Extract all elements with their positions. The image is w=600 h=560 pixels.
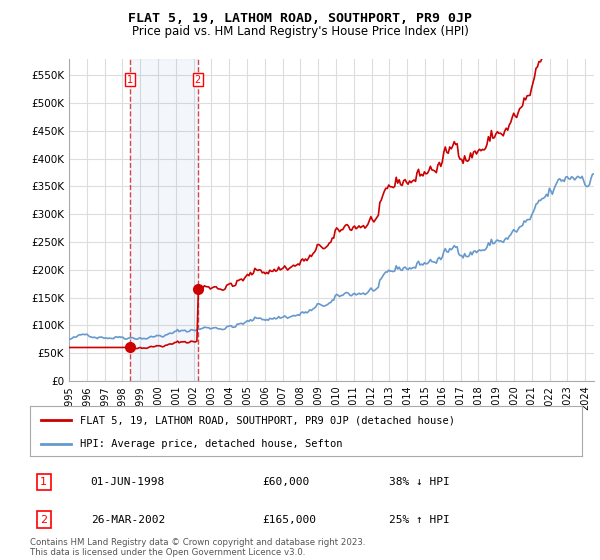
Text: FLAT 5, 19, LATHOM ROAD, SOUTHPORT, PR9 0JP: FLAT 5, 19, LATHOM ROAD, SOUTHPORT, PR9 … <box>128 12 472 25</box>
Text: £60,000: £60,000 <box>262 477 309 487</box>
Text: HPI: Average price, detached house, Sefton: HPI: Average price, detached house, Seft… <box>80 439 342 449</box>
Text: Price paid vs. HM Land Registry's House Price Index (HPI): Price paid vs. HM Land Registry's House … <box>131 25 469 38</box>
Text: 01-JUN-1998: 01-JUN-1998 <box>91 477 165 487</box>
Text: 1: 1 <box>40 477 47 487</box>
Text: 26-MAR-2002: 26-MAR-2002 <box>91 515 165 525</box>
Text: 2: 2 <box>40 515 47 525</box>
Text: 38% ↓ HPI: 38% ↓ HPI <box>389 477 449 487</box>
Text: Contains HM Land Registry data © Crown copyright and database right 2023.
This d: Contains HM Land Registry data © Crown c… <box>30 538 365 557</box>
Text: 25% ↑ HPI: 25% ↑ HPI <box>389 515 449 525</box>
Text: 1: 1 <box>127 74 133 85</box>
Bar <box>130 59 197 381</box>
Text: £165,000: £165,000 <box>262 515 316 525</box>
Text: 2: 2 <box>194 74 201 85</box>
Text: FLAT 5, 19, LATHOM ROAD, SOUTHPORT, PR9 0JP (detached house): FLAT 5, 19, LATHOM ROAD, SOUTHPORT, PR9 … <box>80 415 455 425</box>
